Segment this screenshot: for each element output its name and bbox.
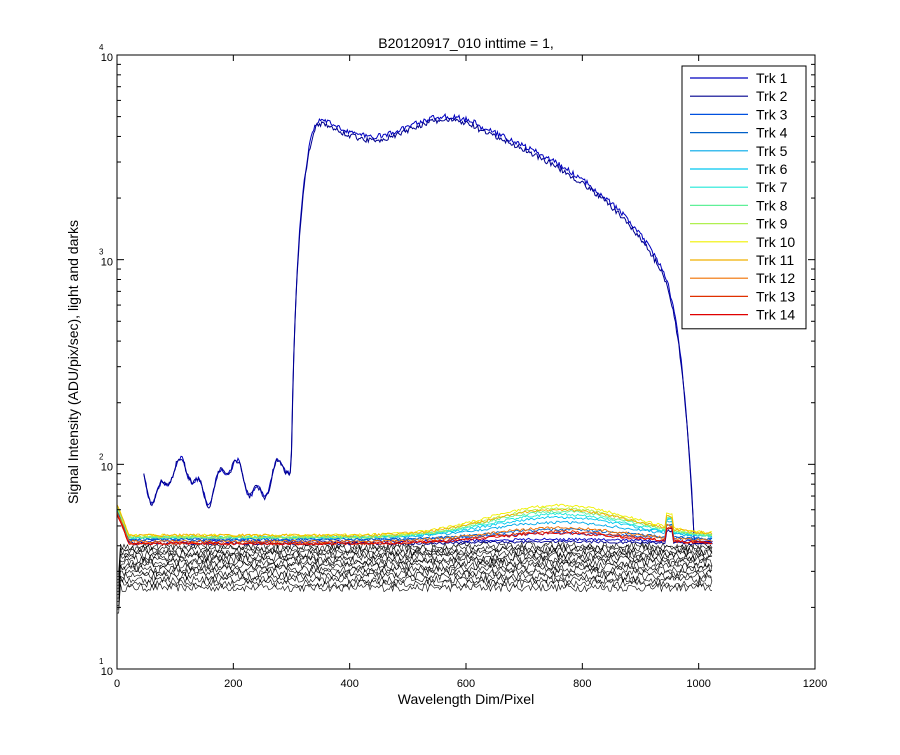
legend: Trk 1 Trk 2 Trk 3 Trk 4 Trk 5 Trk 6 Trk 7 Trk 8…	[681, 65, 807, 330]
y-tick-label-exp: 4	[99, 43, 104, 52]
series-line	[143, 113, 713, 542]
chart-title: B20120917_010 inttime = 1,	[378, 35, 554, 51]
x-tick-label: 0	[114, 678, 120, 690]
legend-entry-label: Trk 3	[756, 106, 788, 122]
legend-entry-label: Trk 14	[756, 307, 795, 323]
x-axis-label: Wavelength Dim/Pixel	[398, 691, 534, 707]
dark-frame-line	[117, 567, 713, 599]
dark-frame-line	[117, 578, 713, 610]
dark-frame-line	[117, 571, 713, 602]
y-tick-label-base: 10	[101, 666, 113, 678]
y-tick-label-exp: 3	[99, 248, 104, 257]
y-tick-label-base: 10	[101, 52, 113, 64]
series-line	[143, 117, 713, 545]
x-tick-label: 1200	[803, 678, 827, 690]
series-baseline-line	[117, 514, 713, 546]
legend-entry-label: Trk 10	[756, 234, 795, 250]
series-baseline-line	[117, 506, 713, 540]
x-tick-label: 1000	[686, 678, 710, 690]
legend-entry-label: Trk 5	[756, 143, 788, 159]
x-tick-label: 400	[340, 678, 358, 690]
legend-entry-label: Trk 13	[756, 288, 795, 304]
legend-entry-label: Trk 4	[756, 125, 788, 141]
legend-entry-label: Trk 8	[756, 197, 788, 213]
y-tick-label-exp: 1	[99, 657, 104, 666]
series-baseline-line	[117, 511, 713, 544]
series-baseline-line	[117, 504, 713, 538]
legend-entry-label: Trk 11	[756, 252, 794, 268]
legend-box	[681, 65, 807, 330]
y-tick-label-exp: 2	[99, 452, 104, 461]
legend-entry-label: Trk 12	[756, 270, 795, 286]
legend-entry-label: Trk 2	[756, 88, 788, 104]
y-axis-label: Signal Intensity (ADU/pix/sec), light an…	[65, 220, 81, 504]
dark-frame-line	[117, 582, 713, 614]
series-baseline-line	[117, 509, 713, 542]
legend-entry-label: Trk 9	[756, 216, 788, 232]
legend-entry-label: Trk 1	[756, 70, 788, 86]
dark-frame-line	[117, 564, 713, 596]
dark-frame-line	[117, 574, 713, 606]
dark-frame-line	[117, 554, 713, 586]
dark-frame-line	[117, 543, 713, 575]
series-baseline-line	[117, 511, 713, 544]
legend-entry-label: Trk 6	[756, 161, 788, 177]
legend-entry-label: Trk 7	[756, 179, 788, 195]
dark-frame-line	[117, 557, 713, 589]
x-tick-label: 800	[573, 678, 591, 690]
y-tick-label-base: 10	[101, 257, 113, 269]
x-tick-label: 600	[457, 678, 475, 690]
x-tick-label: 200	[224, 678, 242, 690]
y-tick-label-base: 10	[101, 461, 113, 473]
